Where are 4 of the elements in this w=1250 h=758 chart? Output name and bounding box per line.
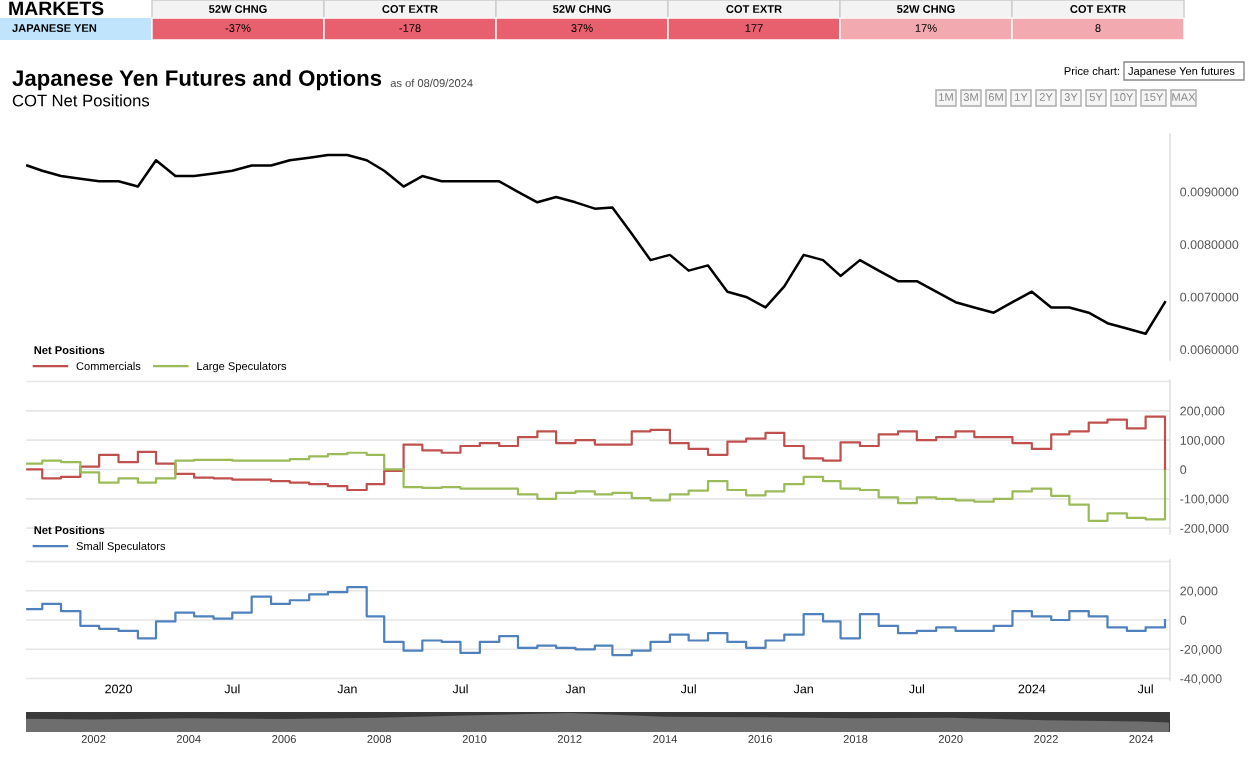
- chart-subtitle: COT Net Positions: [12, 94, 150, 107]
- text: MARKETS: [9, 1, 104, 16]
- chart-title: Japanese Yen Futures and Options: [12, 69, 382, 91]
- line-series: [26, 153, 1167, 335]
